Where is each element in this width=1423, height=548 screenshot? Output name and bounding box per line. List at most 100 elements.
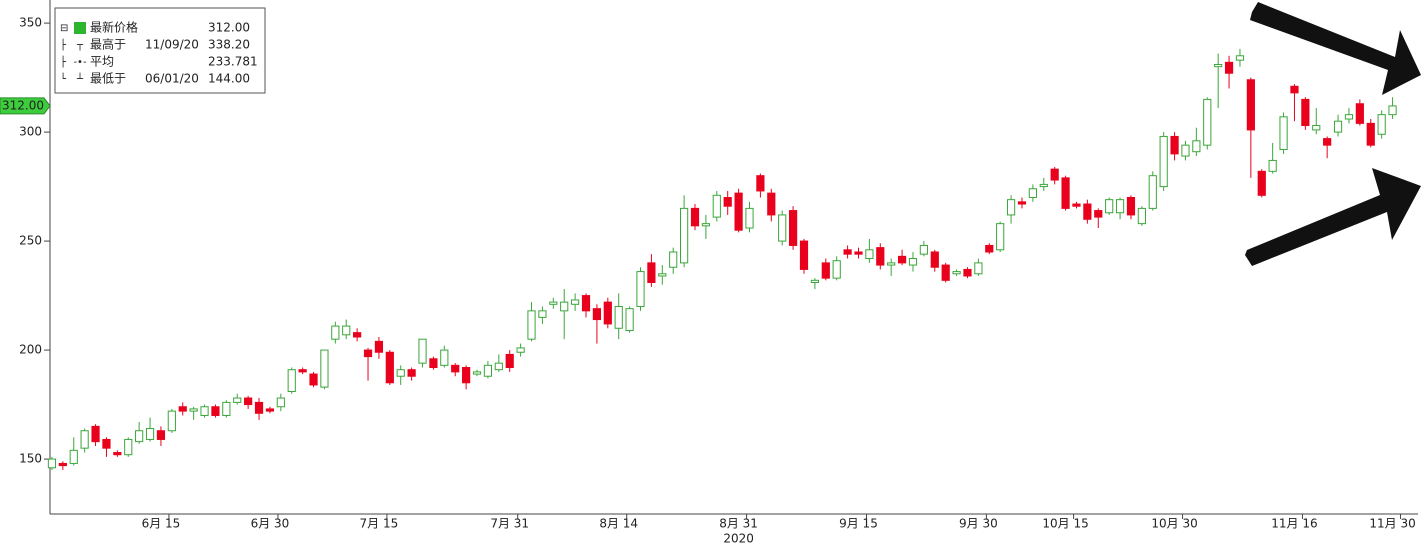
candle-body — [690, 207, 700, 227]
candle-body — [908, 258, 918, 266]
x-tick-label: 6月 15 — [142, 517, 181, 531]
candle-body — [244, 397, 253, 406]
candle-body — [483, 364, 493, 377]
candle-body — [734, 192, 743, 231]
candle-body — [462, 367, 471, 384]
x-tick-label: 11月 16 — [1271, 517, 1317, 531]
candle-body — [396, 369, 405, 377]
candle-body — [233, 397, 242, 403]
x-tick-label: 6月 30 — [251, 517, 290, 531]
candle-body — [1159, 135, 1168, 188]
candle-body — [1224, 61, 1234, 74]
candle-body — [854, 251, 863, 255]
candle-body — [1039, 183, 1048, 188]
candle-body — [788, 210, 798, 246]
candle-body — [603, 301, 612, 325]
candle-body — [58, 462, 67, 467]
candle-body — [1377, 114, 1386, 135]
legend-value: 233.781 — [208, 55, 258, 69]
legend-label: 最高于 — [90, 37, 126, 52]
candle-body — [1301, 98, 1310, 127]
candle-body — [876, 247, 885, 266]
candle-body — [974, 262, 983, 275]
candle-body — [1083, 203, 1092, 220]
legend-tree: ├ — [60, 38, 67, 51]
candle-body — [756, 175, 765, 192]
candle-body — [625, 308, 634, 331]
x-tick-label: 9月 15 — [839, 517, 878, 531]
candle-body — [1192, 140, 1201, 153]
legend-date: 11/09/20 — [145, 38, 199, 52]
candle-body — [1148, 175, 1157, 209]
candle-body — [810, 279, 819, 283]
candle-body — [1290, 85, 1299, 94]
candle-body — [113, 452, 122, 456]
candle-body — [647, 262, 656, 283]
price-tag — [0, 97, 51, 115]
candle-body — [712, 194, 721, 218]
y-tick-label: 250 — [19, 234, 42, 248]
candle-body — [1017, 201, 1027, 205]
candle-body — [581, 295, 591, 312]
candle-body — [200, 406, 209, 416]
candle-body — [440, 349, 449, 366]
candle-body — [124, 438, 133, 456]
candle-body — [1137, 207, 1146, 225]
candle-body — [778, 214, 787, 242]
candle-body — [505, 353, 514, 369]
candle-body — [919, 244, 928, 255]
candle-body — [527, 310, 536, 340]
legend-label: 最低于 — [90, 72, 126, 86]
candle-body — [1181, 144, 1190, 157]
candle-body — [342, 325, 351, 336]
candle-body — [1257, 170, 1266, 196]
x-tick-label: 9月 30 — [959, 517, 998, 531]
annotation-arrows — [1245, 2, 1421, 266]
arrow — [1245, 168, 1421, 266]
y-tick-label: 300 — [19, 125, 42, 139]
candle-body — [1126, 196, 1136, 216]
y-tick-label: 150 — [19, 452, 42, 466]
candle-body — [47, 458, 57, 469]
legend-icon: ┬ — [76, 40, 84, 51]
candle-body — [320, 349, 329, 388]
candle-body — [135, 430, 144, 443]
candle-body — [1115, 199, 1125, 214]
candle-body — [1279, 116, 1288, 151]
x-tick-label: 11月 30 — [1369, 517, 1415, 531]
candle-body — [1028, 188, 1037, 198]
candle-body — [701, 223, 710, 227]
candle-body — [331, 325, 340, 340]
candle-body — [571, 299, 580, 305]
candle-body — [451, 364, 460, 373]
candle-body — [145, 428, 155, 440]
legend-value: 312.00 — [208, 21, 250, 35]
candle-body — [952, 271, 961, 275]
candle-body — [1333, 120, 1343, 133]
candle-body — [222, 401, 231, 416]
legend-swatch — [74, 22, 86, 34]
candle-body — [669, 251, 678, 268]
legend-tree: ├ — [60, 55, 67, 68]
candle-body — [189, 408, 198, 412]
candle-body — [254, 401, 264, 414]
candle-body — [276, 397, 285, 408]
candle-body — [1388, 105, 1397, 116]
candle-body — [1323, 138, 1332, 146]
candle-body — [549, 301, 558, 305]
candle-body — [472, 371, 482, 375]
x-tick-label: 7月 31 — [490, 517, 529, 531]
candle-body — [156, 430, 166, 440]
price-tag-label: 312.00 — [2, 98, 44, 112]
candle-body — [941, 264, 950, 281]
x-tick-label: 7月 15 — [360, 517, 399, 531]
x-tick-label: 8月 14 — [599, 517, 638, 531]
candle-body — [767, 192, 776, 216]
candle-body — [963, 268, 972, 277]
legend-box — [54, 7, 266, 94]
candle-body — [407, 369, 416, 377]
legend-label: 最新价格 — [90, 20, 138, 35]
legend-tree: ⊟ — [60, 23, 68, 34]
candle-body — [1050, 168, 1059, 181]
